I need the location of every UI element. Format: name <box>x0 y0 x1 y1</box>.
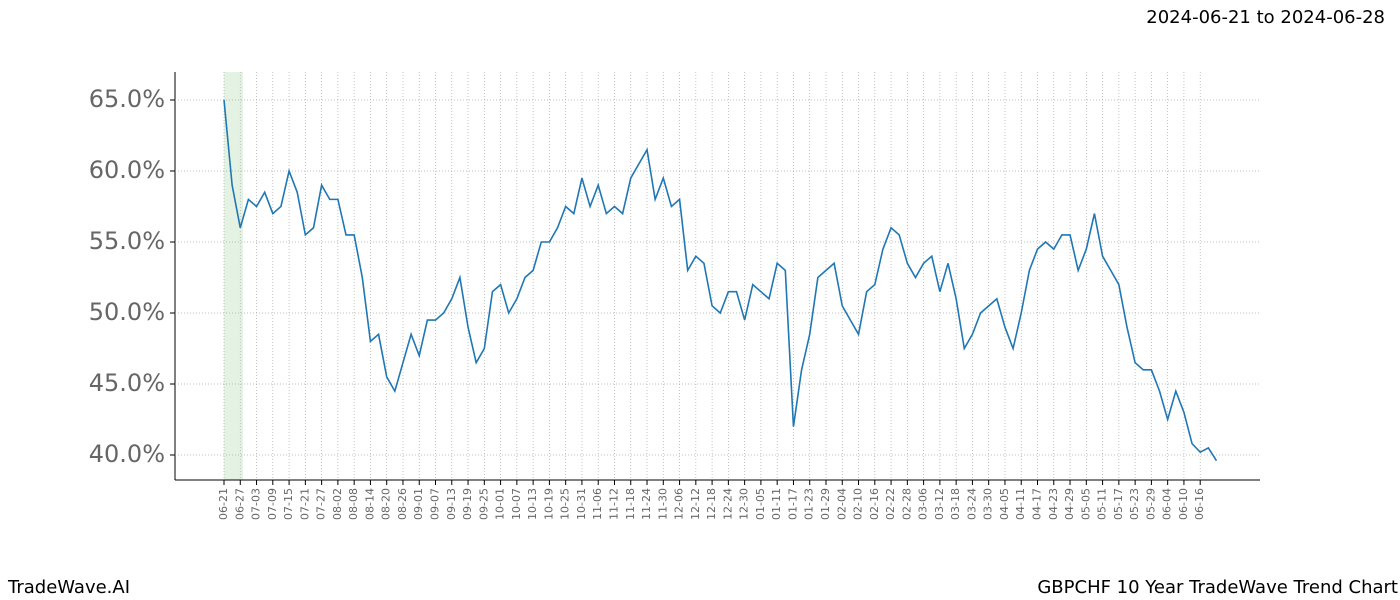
x-tick-label: 01-29 <box>819 488 832 520</box>
x-tick-label: 07-15 <box>282 488 295 520</box>
x-tick-label: 08-08 <box>347 488 360 520</box>
x-tick-label: 02-16 <box>868 488 881 520</box>
x-tick-label: 06-21 <box>217 488 230 520</box>
chart-title: GBPCHF 10 Year TradeWave Trend Chart <box>1037 577 1398 598</box>
x-tick-label: 09-07 <box>429 488 442 520</box>
x-tick-label: 08-26 <box>396 488 409 520</box>
x-tick-label: 10-19 <box>542 488 555 520</box>
y-tick-label: 45.0% <box>89 369 165 397</box>
x-tick-label: 09-25 <box>477 488 490 520</box>
x-tick-label: 02-28 <box>900 488 913 520</box>
x-tick-label: 02-22 <box>884 488 897 520</box>
line <box>223 99 1218 462</box>
x-tick-label: 03-18 <box>949 488 962 520</box>
x-tick-label: 04-17 <box>1031 488 1044 520</box>
x-tick-label: 11-30 <box>656 488 669 520</box>
x-tick-label: 11-12 <box>607 488 620 520</box>
x-tick-label: 11-06 <box>591 488 604 520</box>
x-tick-label: 07-03 <box>250 488 263 520</box>
brand: TradeWave.AI <box>7 577 130 598</box>
x-tick-label: 10-25 <box>559 488 572 520</box>
y-tick-label: 40.0% <box>89 440 165 468</box>
x-tick-label: 08-20 <box>380 488 393 520</box>
x-tick-label: 10-31 <box>575 488 588 520</box>
x-tick-label: 02-10 <box>852 488 865 520</box>
x-tick-label: 12-12 <box>689 488 702 520</box>
x-tick-label: 09-13 <box>445 488 458 520</box>
x-tick-label: 10-13 <box>526 488 539 520</box>
y-tick-label: 60.0% <box>89 156 165 184</box>
x-tick-label: 05-29 <box>1144 488 1157 520</box>
x-tick-label: 05-05 <box>1079 488 1092 520</box>
x-tick-label: 07-21 <box>298 488 311 520</box>
y-tick-label: 50.0% <box>89 298 165 326</box>
x-tick-label: 04-29 <box>1063 488 1076 520</box>
x-tick-label: 10-07 <box>510 488 523 520</box>
y-tick-label: 65.0% <box>89 85 165 113</box>
x-tick-label: 06-16 <box>1193 488 1206 520</box>
x-tick-label: 03-30 <box>982 488 995 520</box>
highlight-band <box>224 72 243 480</box>
x-tick-label: 01-23 <box>803 488 816 520</box>
x-tick-label: 04-05 <box>998 488 1011 520</box>
x-tick-label: 09-01 <box>412 488 425 520</box>
x-tick-label: 10-01 <box>494 488 507 520</box>
x-tick-label: 09-19 <box>461 488 474 520</box>
x-tick-label: 05-11 <box>1096 488 1109 520</box>
x-tick-label: 04-23 <box>1047 488 1060 520</box>
x-tick-label: 04-11 <box>1014 488 1027 520</box>
y-tick-label: 55.0% <box>89 227 165 255</box>
x-tick-label: 11-18 <box>624 488 637 520</box>
x-tick-label: 03-12 <box>933 488 946 520</box>
x-tick-label: 06-04 <box>1161 488 1174 520</box>
x-tick-label: 01-17 <box>786 488 799 520</box>
x-tick-label: 12-30 <box>738 488 751 520</box>
x-tick-label: 07-09 <box>266 488 279 520</box>
x-tick-label: 08-14 <box>363 488 376 520</box>
x-tick-label: 03-06 <box>917 488 930 520</box>
x-tick-label: 07-27 <box>315 488 328 520</box>
x-tick-label: 06-27 <box>233 488 246 520</box>
x-tick-label: 08-02 <box>331 488 344 520</box>
x-tick-label: 01-11 <box>770 488 783 520</box>
x-tick-label: 06-10 <box>1177 488 1190 520</box>
x-tick-label: 12-18 <box>705 488 718 520</box>
date-range: 2024-06-21 to 2024-06-28 <box>1146 7 1385 28</box>
x-tick-label: 12-06 <box>673 488 686 520</box>
x-tick-label: 11-24 <box>640 488 653 520</box>
x-tick-label: 01-05 <box>754 488 767 520</box>
x-tick-label: 05-17 <box>1112 488 1125 520</box>
x-tick-label: 02-04 <box>835 488 848 520</box>
x-tick-label: 03-24 <box>965 488 978 520</box>
x-tick-label: 05-23 <box>1128 488 1141 520</box>
x-tick-label: 12-24 <box>721 488 734 520</box>
